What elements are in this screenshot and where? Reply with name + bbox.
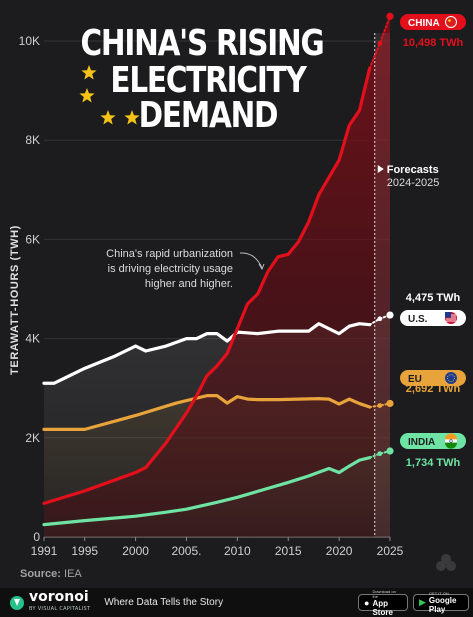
series-label-eu: EU2,692 TWh xyxy=(400,370,466,395)
eu-flag xyxy=(445,372,457,384)
google-play-sub: GET IT ON xyxy=(428,591,449,596)
forecast-arrow-icon xyxy=(377,165,384,173)
x-tick-label: 2020 xyxy=(326,544,353,558)
source-value: IEA xyxy=(64,568,82,580)
x-tick-label: 2000 xyxy=(122,544,149,558)
series-end-point-china xyxy=(386,12,394,20)
india-flag-chakra xyxy=(449,439,453,443)
annotation-arrowhead-icon xyxy=(258,263,265,271)
series-end-point-india xyxy=(386,447,394,455)
label-value-china: 10,498 TWh xyxy=(403,37,464,49)
series-lines xyxy=(42,12,394,527)
series-label-us: U.S. 4,475 TWh xyxy=(400,292,466,326)
x-axis-ticks: 1991 1995 2000 2005. 2010 2015 2020 2025 xyxy=(31,537,404,558)
series-end-point-eu xyxy=(386,399,394,408)
annotation-line: higher and higher. xyxy=(145,278,233,290)
title-line: DEMAND xyxy=(139,93,278,136)
china-flag-field xyxy=(446,17,456,27)
label-name-china: CHINA xyxy=(408,18,440,29)
series-areas xyxy=(44,16,390,538)
voronoi-watermark-icon xyxy=(436,554,456,571)
apple-icon: ● xyxy=(364,597,370,608)
x-tick-label: 2005. xyxy=(171,544,201,558)
brand-subtitle: BY VISUAL CAPITALIST xyxy=(29,605,91,612)
annotation-line: China's rapid urbanization xyxy=(106,248,233,260)
series-forecast-point-india xyxy=(377,451,383,457)
series-area-china xyxy=(44,16,390,538)
label-name-eu: EU xyxy=(408,374,422,385)
india-flag-saffron xyxy=(445,433,457,440)
us-flag-canton xyxy=(445,312,451,318)
label-value-us: 4,475 TWh xyxy=(406,292,461,304)
series-label-china: CHINA 10,498 TWh xyxy=(400,14,466,49)
google-play-icon: ▶ xyxy=(419,597,426,607)
star-icon xyxy=(100,110,116,125)
footer-bar: voronoi BY VISUAL CAPITALIST Where Data … xyxy=(0,588,473,617)
source-label: Source: xyxy=(20,568,61,580)
series-forecast-point-us xyxy=(377,316,383,322)
label-name-us: U.S. xyxy=(408,314,428,325)
y-tick-label: 0 xyxy=(33,530,40,544)
eu-flag-stars xyxy=(447,374,455,382)
y-tick-label: 10K xyxy=(19,34,40,48)
y-tick-label: 8K xyxy=(25,133,40,147)
label-value-eu: 2,692 TWh xyxy=(406,383,461,395)
title-line: CHINA'S RISING xyxy=(80,21,323,64)
series-forecast-point-china xyxy=(377,41,383,46)
forecast-band xyxy=(374,33,390,537)
series-end-point-us xyxy=(386,311,394,319)
voronoi-logo-icon xyxy=(10,595,24,610)
series-line-china xyxy=(42,66,372,505)
annotation-line: is driving electricity usage xyxy=(108,263,233,275)
app-store-sub: Download on the xyxy=(372,588,396,599)
forecast-label: Forecasts xyxy=(387,164,439,176)
brand-name: voronoi xyxy=(29,588,89,605)
series-line-us xyxy=(42,322,372,385)
app-store-label: App Store xyxy=(372,598,393,617)
forecast-range: 2024-2025 xyxy=(387,177,440,189)
star-icon xyxy=(124,110,140,125)
y-axis-label: TERAWATT-HOURS (TWH) xyxy=(9,225,21,375)
title-line: ELECTRICITY xyxy=(110,58,307,101)
x-tick-label: 1995 xyxy=(71,544,98,558)
y-axis-ticks: 0 2K 4K 6K 8K 10K xyxy=(19,34,41,544)
google-play-button[interactable]: ▶ GET IT ON Google Play xyxy=(413,591,469,614)
series-line-india xyxy=(42,456,372,527)
series-line-eu xyxy=(42,394,372,431)
series-label-india: INDIA 1,734 TWh xyxy=(400,433,466,469)
series-forecast-china xyxy=(368,15,391,70)
series-forecast-point-eu xyxy=(377,403,383,408)
x-tick-label: 1991 xyxy=(31,544,58,558)
series-labels: CHINA 10,498 TWh U.S. 4,475 TWh EU2,692 TWh I… xyxy=(400,14,466,469)
india-flag-green xyxy=(445,442,457,449)
x-tick-label: 2025 xyxy=(377,544,404,558)
x-tick-label: 2010 xyxy=(224,544,251,558)
app-store-button[interactable]: ● Download on the App Store xyxy=(358,589,408,617)
y-tick-label: 6K xyxy=(25,232,40,246)
star-icon xyxy=(81,65,97,80)
y-tick-label: 2K xyxy=(25,431,40,445)
source-note: Source: IEA xyxy=(20,568,82,580)
star-icon xyxy=(79,88,95,103)
voronoi-logo[interactable]: voronoi BY VISUAL CAPITALIST xyxy=(10,590,90,616)
label-name-india: INDIA xyxy=(408,437,435,448)
x-tick-label: 2015 xyxy=(275,544,302,558)
urbanization-annotation: China's rapid urbanization is driving ele… xyxy=(106,248,265,290)
china-stars xyxy=(79,65,140,125)
label-value-india: 1,734 TWh xyxy=(406,457,461,469)
footer-tagline: Where Data Tells the Story xyxy=(104,597,224,608)
google-play-label: Google Play xyxy=(428,596,457,614)
china-flag-star xyxy=(448,19,451,22)
annotation-arrow-icon xyxy=(239,252,263,269)
y-tick-label: 4K xyxy=(25,332,40,346)
